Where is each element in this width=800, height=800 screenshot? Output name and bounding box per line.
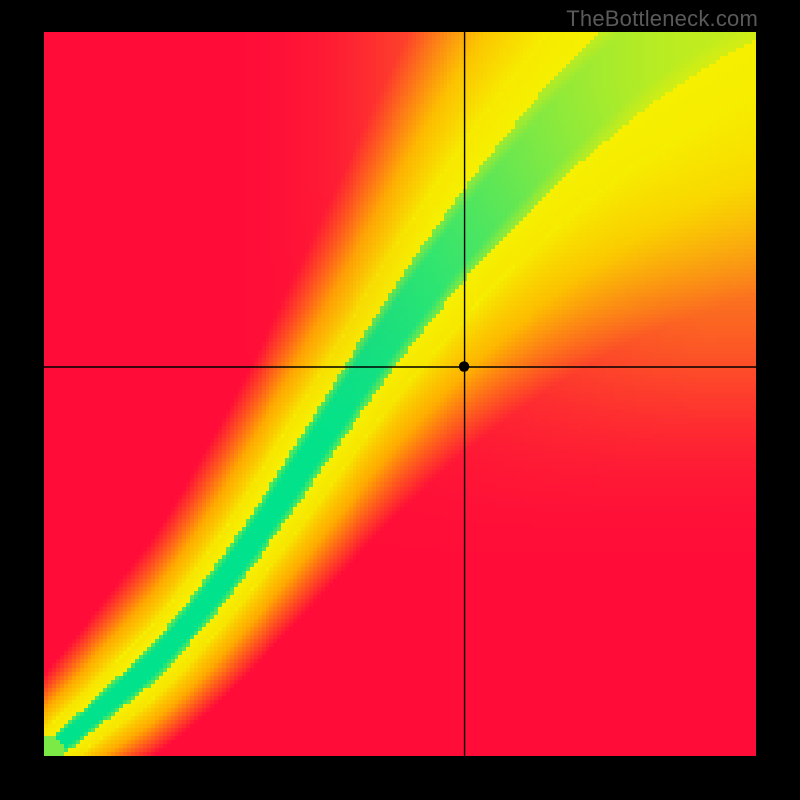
heatmap-canvas [44,32,756,756]
watermark-text: TheBottleneck.com [566,6,758,32]
plot-area [44,32,756,756]
